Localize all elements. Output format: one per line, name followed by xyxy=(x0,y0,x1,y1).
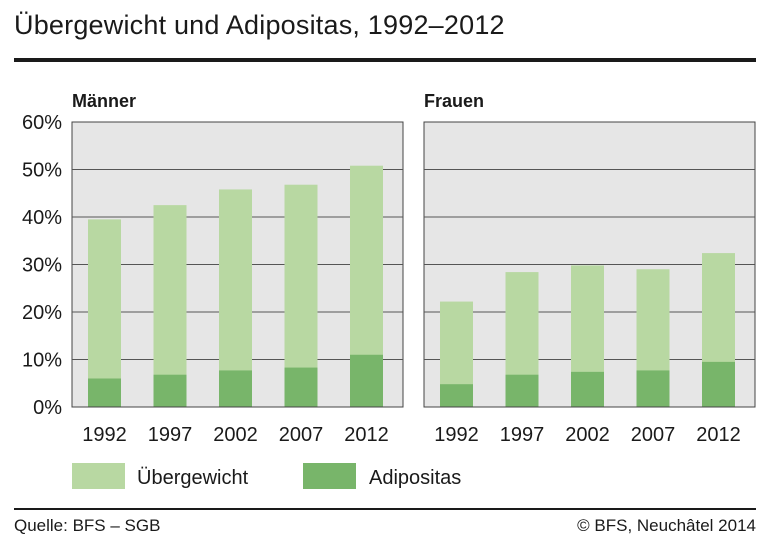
x-tick-label: 2007 xyxy=(279,424,324,446)
x-tick-label: 2002 xyxy=(213,424,258,446)
x-tick-label: 2007 xyxy=(631,424,676,446)
x-tick-label: 2012 xyxy=(696,424,741,446)
bar-adipositas-2002 xyxy=(219,370,252,407)
y-tick-label: 50% xyxy=(22,160,62,182)
legend-swatch-adipositas xyxy=(303,463,356,489)
bar-adipositas-1992 xyxy=(440,384,473,407)
bar-adipositas-1997 xyxy=(153,374,187,407)
panel-title-frauen: Frauen xyxy=(424,91,484,111)
footer-rule xyxy=(14,508,756,510)
legend-swatch-uebergewicht xyxy=(72,463,125,489)
y-tick-label: 40% xyxy=(22,207,62,229)
y-tick-label: 20% xyxy=(22,302,62,324)
bar-adipositas-2012 xyxy=(702,361,735,407)
legend-label-adipositas: Adipositas xyxy=(369,467,461,489)
legend-label-uebergewicht: Übergewicht xyxy=(137,467,249,489)
bar-adipositas-2002 xyxy=(571,371,604,407)
bar-uebergewicht-1997 xyxy=(153,205,187,407)
bar-adipositas-1997 xyxy=(505,374,539,407)
bar-adipositas-2012 xyxy=(350,354,383,407)
source-note: Quelle: BFS – SGB xyxy=(14,516,161,535)
y-tick-label: 30% xyxy=(22,255,62,277)
x-tick-label: 2002 xyxy=(565,424,610,446)
bar-adipositas-1992 xyxy=(88,378,121,407)
x-tick-label: 1992 xyxy=(434,424,479,446)
bar-uebergewicht-1992 xyxy=(88,219,121,407)
x-tick-label: 2012 xyxy=(344,424,389,446)
y-tick-label: 60% xyxy=(22,112,62,134)
x-tick-label: 1992 xyxy=(82,424,127,446)
y-tick-label: 10% xyxy=(22,350,62,372)
chart-title: Übergewicht und Adipositas, 1992–2012 xyxy=(14,10,505,40)
bar-adipositas-2007 xyxy=(636,370,670,407)
x-tick-label: 1997 xyxy=(148,424,193,446)
y-tick-label: 0% xyxy=(33,397,62,419)
bar-adipositas-2007 xyxy=(284,367,318,407)
legend: Übergewicht Adipositas xyxy=(72,463,461,489)
panel-title-maenner: Männer xyxy=(72,91,136,111)
title-rule xyxy=(14,58,756,62)
panel-maenner: Männer 0% 10% 20% 30% 40% 50% 60% 1992 1997 2002 20… xyxy=(22,91,404,446)
copyright-note: © BFS, Neuchâtel 2014 xyxy=(577,516,756,535)
x-tick-label: 1997 xyxy=(500,424,545,446)
panel-frauen: Frauen 1992 1997 2002 2007 2012 xyxy=(423,91,756,446)
